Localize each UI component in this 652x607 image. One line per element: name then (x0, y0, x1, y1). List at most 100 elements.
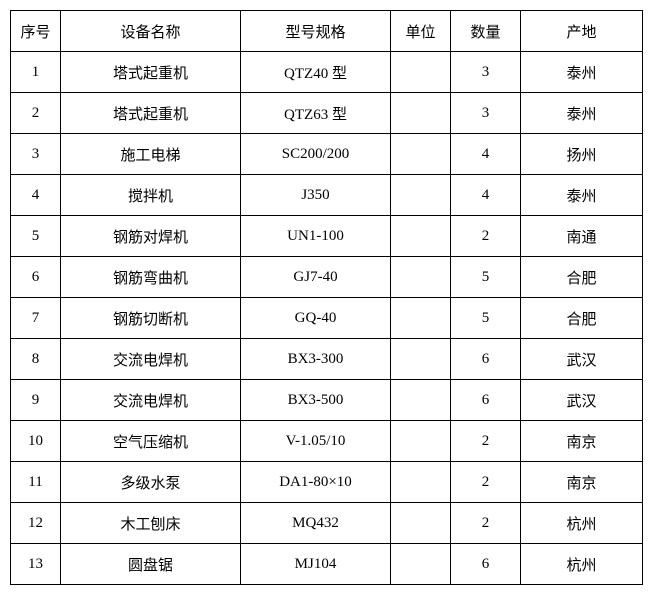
cell-qty: 5 (451, 257, 521, 298)
cell-unit (391, 462, 451, 503)
cell-idx: 5 (11, 216, 61, 257)
cell-name: 交流电焊机 (61, 339, 241, 380)
col-header-qty: 数量 (451, 11, 521, 52)
cell-unit (391, 257, 451, 298)
cell-model: QTZ63 型 (241, 93, 391, 134)
table-row: 12木工刨床MQ432 2杭州 (11, 503, 643, 544)
cell-name: 施工电梯 (61, 134, 241, 175)
cell-unit (391, 298, 451, 339)
cell-name: 交流电焊机 (61, 380, 241, 421)
cell-qty: 6 (451, 544, 521, 585)
cell-qty: 2 (451, 216, 521, 257)
table-body: 1塔式起重机QTZ40 型3泰州 2塔式起重机QTZ63 型3泰州 3施工电梯S… (11, 52, 643, 585)
cell-origin: 南京 (521, 421, 643, 462)
cell-idx: 1 (11, 52, 61, 93)
equipment-table: 序号 设备名称 型号规格 单位 数量 产地 1塔式起重机QTZ40 型3泰州 2… (10, 10, 643, 585)
cell-origin: 武汉 (521, 380, 643, 421)
col-header-origin: 产地 (521, 11, 643, 52)
cell-name: 钢筋切断机 (61, 298, 241, 339)
cell-origin: 扬州 (521, 134, 643, 175)
cell-qty: 6 (451, 380, 521, 421)
cell-qty: 4 (451, 175, 521, 216)
cell-idx: 11 (11, 462, 61, 503)
cell-idx: 12 (11, 503, 61, 544)
cell-model: GQ-40 (241, 298, 391, 339)
cell-model: J350 (241, 175, 391, 216)
cell-unit (391, 93, 451, 134)
cell-qty: 3 (451, 52, 521, 93)
cell-qty: 2 (451, 503, 521, 544)
cell-model: BX3-500 (241, 380, 391, 421)
cell-qty: 6 (451, 339, 521, 380)
cell-origin: 杭州 (521, 503, 643, 544)
col-header-unit: 单位 (391, 11, 451, 52)
cell-name: 塔式起重机 (61, 93, 241, 134)
table-header-row: 序号 设备名称 型号规格 单位 数量 产地 (11, 11, 643, 52)
cell-model: SC200/200 (241, 134, 391, 175)
cell-unit (391, 544, 451, 585)
table-row: 2塔式起重机QTZ63 型 3泰州 (11, 93, 643, 134)
cell-unit (391, 52, 451, 93)
cell-idx: 7 (11, 298, 61, 339)
table-row: 3施工电梯SC200/200 4扬州 (11, 134, 643, 175)
cell-idx: 13 (11, 544, 61, 585)
table-row: 10空气压缩机V-1.05/10 2南京 (11, 421, 643, 462)
cell-name: 钢筋弯曲机 (61, 257, 241, 298)
col-header-idx: 序号 (11, 11, 61, 52)
col-header-model: 型号规格 (241, 11, 391, 52)
table-row: 11多级水泵DA1-80×10 2南京 (11, 462, 643, 503)
cell-origin: 合肥 (521, 257, 643, 298)
table-row: 13圆盘锯MJ104 6杭州 (11, 544, 643, 585)
cell-name: 木工刨床 (61, 503, 241, 544)
cell-unit (391, 380, 451, 421)
col-header-name: 设备名称 (61, 11, 241, 52)
cell-origin: 武汉 (521, 339, 643, 380)
cell-model: MQ432 (241, 503, 391, 544)
table-row: 6钢筋弯曲机GJ7-40 5合肥 (11, 257, 643, 298)
cell-model: DA1-80×10 (241, 462, 391, 503)
cell-origin: 合肥 (521, 298, 643, 339)
cell-qty: 5 (451, 298, 521, 339)
table-row: 8交流电焊机BX3-300 6武汉 (11, 339, 643, 380)
table-row: 9交流电焊机BX3-500 6武汉 (11, 380, 643, 421)
cell-model: V-1.05/10 (241, 421, 391, 462)
cell-name: 多级水泵 (61, 462, 241, 503)
cell-qty: 2 (451, 462, 521, 503)
cell-origin: 南通 (521, 216, 643, 257)
cell-model: BX3-300 (241, 339, 391, 380)
cell-name: 搅拌机 (61, 175, 241, 216)
cell-model: GJ7-40 (241, 257, 391, 298)
cell-model: UN1-100 (241, 216, 391, 257)
cell-unit (391, 503, 451, 544)
table-row: 7钢筋切断机GQ-40 5合肥 (11, 298, 643, 339)
cell-model: QTZ40 型 (241, 52, 391, 93)
cell-idx: 2 (11, 93, 61, 134)
cell-name: 空气压缩机 (61, 421, 241, 462)
cell-origin: 泰州 (521, 175, 643, 216)
cell-name: 钢筋对焊机 (61, 216, 241, 257)
cell-unit (391, 216, 451, 257)
cell-idx: 3 (11, 134, 61, 175)
cell-origin: 南京 (521, 462, 643, 503)
cell-qty: 4 (451, 134, 521, 175)
cell-idx: 10 (11, 421, 61, 462)
cell-idx: 4 (11, 175, 61, 216)
cell-qty: 3 (451, 93, 521, 134)
cell-origin: 泰州 (521, 93, 643, 134)
table-row: 5钢筋对焊机UN1-100 2南通 (11, 216, 643, 257)
cell-name: 塔式起重机 (61, 52, 241, 93)
cell-idx: 8 (11, 339, 61, 380)
cell-model: MJ104 (241, 544, 391, 585)
cell-qty: 2 (451, 421, 521, 462)
cell-unit (391, 421, 451, 462)
cell-unit (391, 175, 451, 216)
cell-origin: 杭州 (521, 544, 643, 585)
table-row: 1塔式起重机QTZ40 型 3泰州 (11, 52, 643, 93)
cell-idx: 9 (11, 380, 61, 421)
cell-unit (391, 134, 451, 175)
cell-unit (391, 339, 451, 380)
cell-name: 圆盘锯 (61, 544, 241, 585)
table-row: 4搅拌机J3504泰州 (11, 175, 643, 216)
cell-origin: 泰州 (521, 52, 643, 93)
cell-idx: 6 (11, 257, 61, 298)
